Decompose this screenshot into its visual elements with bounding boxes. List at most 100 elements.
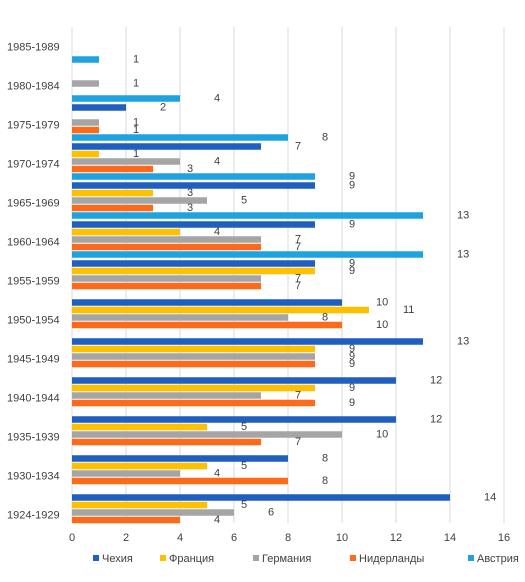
bar-Франция-1965-1969 <box>72 189 153 197</box>
bar-Франция-1930-1934 <box>72 462 207 470</box>
bar-Чехия-1955-1959 <box>72 260 315 267</box>
data-label: 2 <box>160 101 166 113</box>
bar-Франция-1924-1929 <box>72 501 207 509</box>
data-label: 9 <box>349 382 355 394</box>
category-label: 1945-1949 <box>7 354 60 366</box>
data-label: 7 <box>295 280 301 292</box>
category-label: 1985-1989 <box>7 42 60 54</box>
bar-Германия-1980-1984 <box>72 80 99 87</box>
bar-Германия-1940-1944 <box>72 392 261 399</box>
x-tick-label: 16 <box>498 532 510 544</box>
legend-swatch <box>160 555 166 561</box>
bar-Австрия-1960-1964 <box>72 251 423 258</box>
bar-Нидерланды-1960-1964 <box>72 243 261 251</box>
category-label: 1960-1964 <box>7 237 60 249</box>
category-label: 1924-1929 <box>7 510 60 522</box>
bar-Франция-1950-1954 <box>72 306 369 314</box>
data-label: 5 <box>241 499 247 511</box>
bar-Нидерланды-1975-1979 <box>72 126 99 134</box>
bar-Нидерланды-1945-1949 <box>72 360 315 368</box>
data-label: 1 <box>133 53 139 65</box>
data-label: 9 <box>349 265 355 277</box>
bar-Франция-1970-1974 <box>72 150 99 158</box>
data-label: 9 <box>349 170 355 182</box>
category-labels: 1924-1929 1930-1934 1935-1939 1940-1944 1945… <box>7 42 60 522</box>
data-label: 1 <box>133 77 139 89</box>
data-label: 3 <box>187 202 193 214</box>
legend-label: Франция <box>169 553 214 565</box>
bar-Чехия-1940-1944 <box>72 377 396 384</box>
data-label: 7 <box>295 389 301 401</box>
data-label: 13 <box>457 209 469 221</box>
data-label: 12 <box>430 413 442 425</box>
category-label: 1930-1934 <box>7 471 60 483</box>
data-label: 7 <box>295 436 301 448</box>
bar-Чехия-1935-1939 <box>72 416 396 423</box>
data-label: 7 <box>295 272 301 284</box>
data-label: 8 <box>322 452 328 464</box>
data-label: 9 <box>349 218 355 230</box>
data-label: 10 <box>376 319 388 331</box>
bar-Чехия-1950-1954 <box>72 299 342 306</box>
bar-Германия-1955-1959 <box>72 275 261 282</box>
data-label: 4 <box>214 467 220 479</box>
bar-Франция-1960-1964 <box>72 228 180 236</box>
bar-Чехия-1965-1969 <box>72 182 315 189</box>
legend-swatch <box>253 555 259 561</box>
data-label: 9 <box>349 179 355 191</box>
data-label: 1 <box>133 124 139 136</box>
x-tick-label: 10 <box>336 532 348 544</box>
legend-label: Чехия <box>102 553 133 565</box>
bar-Германия-1935-1939 <box>72 431 342 438</box>
data-label: 8 <box>322 475 328 487</box>
bar-Чехия-1960-1964 <box>72 221 315 228</box>
data-label: 9 <box>349 397 355 409</box>
bar-Германия-1970-1974 <box>72 158 180 165</box>
bar-Нидерланды-1940-1944 <box>72 399 315 407</box>
bar-Нидерланды-1930-1934 <box>72 477 288 485</box>
bar-Австрия-1975-1979 <box>72 134 288 141</box>
bar-Австрия-1970-1974 <box>72 173 315 180</box>
bar-Германия-1924-1929 <box>72 509 234 516</box>
legend-label: Австрия <box>477 553 519 565</box>
data-label: 4 <box>214 155 220 167</box>
data-label: 7 <box>295 140 301 152</box>
data-label: 8 <box>322 311 328 323</box>
bar-Германия-1975-1979 <box>72 119 99 126</box>
bar-Нидерланды-1970-1974 <box>72 165 153 173</box>
legend-label: Германия <box>262 553 311 565</box>
x-tick-label: 8 <box>285 532 291 544</box>
bar-Франция-1945-1949 <box>72 345 315 353</box>
data-label: 1 <box>133 116 139 128</box>
x-tick-label: 6 <box>231 532 237 544</box>
bar-Нидерланды-1955-1959 <box>72 282 261 290</box>
x-tick-label: 2 <box>123 532 129 544</box>
legend: Чехия Франция Германия Нидерланды Австрия <box>93 553 519 565</box>
bar-Германия-1965-1969 <box>72 197 207 204</box>
category-label: 1955-1959 <box>7 276 60 288</box>
legend-swatch <box>93 555 99 561</box>
x-tick-label: 14 <box>444 532 456 544</box>
category-label: 1975-1979 <box>7 120 60 132</box>
legend-swatch <box>350 555 356 561</box>
data-label: 5 <box>241 460 247 472</box>
data-label: 9 <box>349 358 355 370</box>
x-tick-label: 12 <box>390 532 402 544</box>
data-label: 12 <box>430 374 442 386</box>
data-label: 7 <box>295 241 301 253</box>
category-label: 1965-1969 <box>7 198 60 210</box>
bar-Чехия-1945-1949 <box>72 338 423 345</box>
bar-Нидерланды-1935-1939 <box>72 438 261 446</box>
category-label: 1935-1939 <box>7 432 60 444</box>
data-label: 5 <box>241 421 247 433</box>
data-label: 4 <box>214 92 220 104</box>
legend-label: Нидерланды <box>359 553 424 565</box>
bar-Германия-1945-1949 <box>72 353 315 360</box>
data-label: 1 <box>133 148 139 160</box>
data-label: 10 <box>376 428 388 440</box>
data-label: 4 <box>214 226 220 238</box>
bar-Чехия-1975-1979 <box>72 104 126 111</box>
bar-Германия-1960-1964 <box>72 236 261 243</box>
bar-Нидерланды-1965-1969 <box>72 204 153 212</box>
x-tick-label: 0 <box>69 532 75 544</box>
